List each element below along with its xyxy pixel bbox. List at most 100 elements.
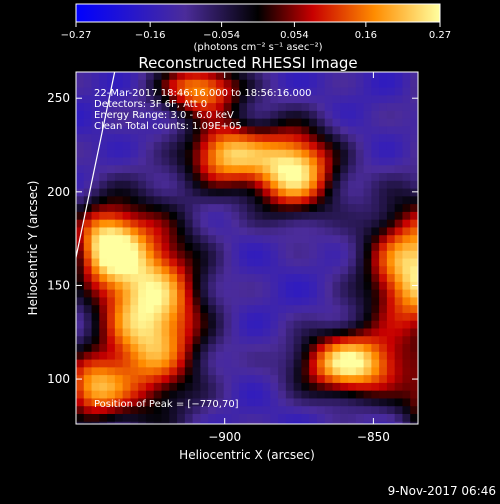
heatmap-cell: [285, 382, 295, 392]
heatmap-cell: [332, 289, 341, 299]
heatmap-cell: [379, 103, 388, 112]
heatmap-cell: [208, 289, 217, 299]
heatmap-cell: [215, 274, 225, 283]
heatmap-cell: [386, 180, 396, 190]
heatmap-cell: [223, 344, 233, 353]
heatmap-cell: [161, 390, 170, 400]
heatmap-cell: [239, 188, 248, 197]
heatmap-cell: [316, 165, 326, 174]
heatmap-cell: [215, 157, 225, 166]
heatmap-cell: [114, 266, 124, 275]
heatmap-cell: [223, 157, 233, 166]
heatmap-cell: [161, 180, 170, 190]
heatmap-cell: [114, 258, 124, 267]
heatmap-cell: [215, 204, 225, 213]
heatmap-cell: [231, 211, 240, 221]
heatmap-cell: [270, 351, 279, 361]
heatmap-cell: [231, 258, 240, 267]
heatmap-cell: [316, 149, 326, 159]
heatmap-cell: [348, 173, 357, 182]
heatmap-cell: [215, 336, 225, 345]
heatmap-cell: [247, 312, 256, 322]
heatmap-cell: [293, 320, 303, 330]
heatmap-cell: [278, 421, 287, 424]
heatmap-cell: [410, 382, 418, 392]
heatmap-cell: [208, 382, 217, 392]
heatmap-cell: [332, 173, 341, 182]
heatmap-cell: [254, 243, 264, 252]
y-axis-label: Heliocentric Y (arcsec): [26, 181, 40, 316]
heatmap-cell: [223, 305, 233, 314]
heatmap-cell: [200, 375, 209, 384]
heatmap-cell: [76, 157, 85, 166]
heatmap-cell: [386, 289, 396, 299]
heatmap-cell: [394, 336, 404, 345]
heatmap-cell: [184, 227, 194, 236]
heatmap-cell: [340, 79, 349, 89]
heatmap-cell: [99, 250, 108, 260]
heatmap-cell: [355, 243, 365, 252]
heatmap-cell: [130, 211, 139, 221]
heatmap-cell: [332, 157, 341, 166]
heatmap-cell: [215, 421, 225, 424]
heatmap-cell: [76, 367, 85, 376]
heatmap-cell: [169, 173, 178, 182]
heatmap-cell: [231, 196, 240, 205]
annotation-time-range: 22-Mar-2017 18:46:16.000 to 18:56:16.000: [94, 88, 312, 99]
heatmap-cell: [114, 87, 124, 96]
heatmap-cell: [161, 305, 170, 314]
heatmap-cell: [161, 141, 170, 151]
heatmap-cell: [138, 258, 147, 267]
heatmap-cell: [122, 126, 132, 135]
heatmap-cell: [184, 406, 194, 415]
heatmap-cell: [262, 328, 271, 337]
heatmap-cell: [262, 211, 271, 221]
heatmap-cell: [184, 141, 194, 151]
heatmap-cell: [371, 289, 380, 299]
heatmap-cell: [262, 72, 271, 81]
heatmap-cell: [410, 258, 418, 267]
heatmap-cell: [192, 297, 201, 306]
heatmap-cell: [301, 367, 310, 376]
heatmap-cell: [107, 250, 116, 260]
heatmap-cell: [363, 406, 372, 415]
heatmap-cell: [348, 250, 357, 260]
heatmap-cell: [262, 235, 271, 244]
heatmap-cell: [410, 281, 418, 291]
heatmap-cell: [192, 398, 201, 407]
heatmap-cell: [324, 211, 334, 221]
heatmap-cell: [278, 351, 287, 361]
heatmap-cell: [145, 375, 155, 384]
heatmap-cell: [76, 414, 85, 423]
heatmap-cell: [316, 336, 326, 345]
heatmap-cell: [122, 382, 132, 392]
heatmap-cell: [363, 258, 372, 267]
heatmap-cell: [285, 211, 295, 221]
y-tick-label: 100: [47, 372, 70, 386]
heatmap-cell: [169, 243, 178, 252]
heatmap-cell: [215, 281, 225, 291]
heatmap-cell: [231, 235, 240, 244]
heatmap-cell: [161, 375, 170, 384]
heatmap-cell: [301, 406, 310, 415]
heatmap-cell: [145, 312, 155, 322]
heatmap-cell: [145, 227, 155, 236]
heatmap-cell: [363, 196, 372, 205]
heatmap-cell: [184, 243, 194, 252]
heatmap-cell: [83, 126, 93, 135]
heatmap-cell: [247, 414, 256, 423]
heatmap-cell: [83, 243, 93, 252]
heatmap-cell: [332, 149, 341, 159]
heatmap-cell: [301, 118, 310, 128]
heatmap-cell: [348, 95, 357, 104]
heatmap-cell: [192, 211, 201, 221]
heatmap-cell: [184, 134, 194, 143]
heatmap-cell: [394, 211, 404, 221]
heatmap-cell: [153, 211, 163, 221]
heatmap-cell: [145, 173, 155, 182]
heatmap-cell: [169, 250, 178, 260]
heatmap-cell: [169, 165, 178, 174]
heatmap-cell: [254, 336, 264, 345]
annotation-total-counts: Clean Total counts: 1.09E+05: [94, 121, 242, 132]
